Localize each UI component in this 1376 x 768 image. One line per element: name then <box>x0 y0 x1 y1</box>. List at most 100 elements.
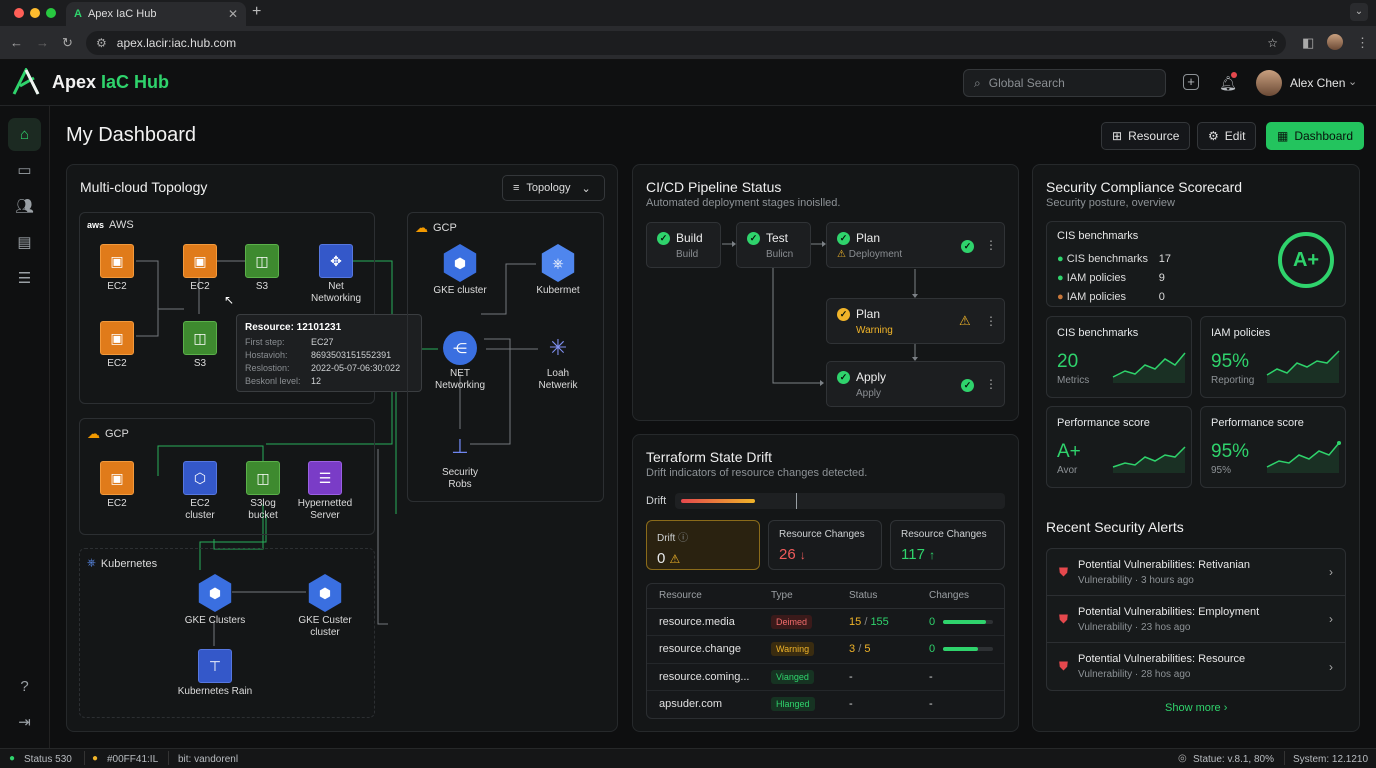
maximize-window-button[interactable] <box>46 8 56 18</box>
progress-bar <box>943 619 994 624</box>
user-name[interactable]: Alex Chen <box>1290 76 1346 90</box>
loah-netwerik-node[interactable]: ✳ Loah Netwerik <box>528 331 588 392</box>
folder-icon[interactable]: ▭ <box>17 162 32 179</box>
aws-ec2-node-1[interactable]: ▣ EC2 <box>97 244 137 293</box>
url-field[interactable]: ⚙ apex.lacir:iac.hub.com ☆ <box>86 31 1286 55</box>
brand-logo[interactable]: Apex IaC Hub <box>12 68 169 96</box>
stage-build[interactable]: ✓ Build Build <box>646 222 721 268</box>
node-label: Security Robs <box>441 467 479 490</box>
gcp-s3log-node[interactable]: ◫ S3log bucket <box>238 461 288 522</box>
notification-bell-icon[interactable]: 🔔︎ <box>1219 72 1237 92</box>
stage-plan-2[interactable]: ✓ Plan Warning ⚠ ⋮ <box>826 298 1005 344</box>
drift-bar <box>675 493 1005 509</box>
browser-tab[interactable]: A Apex IaC Hub ✕ <box>66 2 246 26</box>
cis-benchmarks-card[interactable]: CIS benchmarks ● CIS benchmarks 17 ● IAM … <box>1046 221 1346 307</box>
metric-card-4[interactable]: Performance score 95% 95% <box>1200 406 1346 488</box>
brand-product: IaC Hub <box>101 71 170 92</box>
back-icon[interactable]: ← <box>10 35 23 50</box>
gke-clusters-node[interactable]: ⬢ GKE Clusters <box>180 574 250 627</box>
minimize-window-button[interactable] <box>30 8 40 18</box>
column-header[interactable]: Changes <box>917 584 1004 609</box>
alert-item[interactable]: ⛊ Potential Vulnerabilities: Employment V… <box>1047 596 1345 643</box>
sidepanel-icon[interactable]: ◧ <box>1302 35 1315 50</box>
stage-test[interactable]: ✓ Test Bulicn <box>736 222 811 268</box>
aws-net-node[interactable]: ✥ Net Networking <box>305 244 367 305</box>
profile-avatar-icon[interactable] <box>1327 34 1343 50</box>
kubernetes-rain-node[interactable]: ⊤ Kubernetes Rain <box>170 649 260 698</box>
gcp-ec2-node[interactable]: ▣ EC2 <box>97 461 137 510</box>
gke-cluster-node[interactable]: ⬢ GKE cluster <box>425 244 495 297</box>
help-icon[interactable]: ? <box>20 678 29 695</box>
view-select-value: Topology <box>526 182 571 194</box>
document-icon[interactable]: ▤ <box>17 234 32 251</box>
stage-plan-1[interactable]: ✓ Plan ⚠ Deployment ✓ ⋮ <box>826 222 1005 268</box>
status-bar: ● Status 530 ● #00FF41:IL bit: vandorenl… <box>0 748 1376 768</box>
security-robs-node[interactable]: ⊥ Security Robs <box>430 430 490 491</box>
search-placeholder: Global Search <box>988 76 1065 90</box>
home-icon[interactable]: ⌂ <box>8 118 41 151</box>
security-title: Security Compliance Scorecard <box>1046 179 1243 195</box>
status-dot: ● <box>1057 253 1064 265</box>
drift-bar-marker[interactable] <box>796 493 797 509</box>
forward-icon[interactable]: → <box>36 35 49 50</box>
resource-changes-card-2[interactable]: Resource Changes 117 ↑ <box>890 520 1005 570</box>
sliders-icon[interactable]: ☰ <box>17 270 32 287</box>
table-row[interactable]: apsuder.com Hlanged - - <box>647 690 1004 718</box>
close-window-button[interactable] <box>14 8 24 18</box>
gcp-region-right: ☁ GCP <box>407 212 604 502</box>
more-icon[interactable]: ⋮ <box>985 377 997 391</box>
more-icon[interactable]: ⋮ <box>985 314 997 328</box>
column-header[interactable]: Type <box>759 584 837 609</box>
metric-card-2[interactable]: IAM policies 95% Reporting <box>1200 316 1346 398</box>
table-row[interactable]: resource.coming... Vianged - - <box>647 663 1004 691</box>
node-label: EC2 cluster <box>185 498 215 521</box>
drift-card[interactable]: Drift ⓘ 0 ⚠ <box>646 520 760 570</box>
node-label: Hypernetted Server <box>297 498 353 521</box>
status-badge: Hlanged <box>771 697 815 712</box>
kubernetes-region-label: ⎈ Kubernetes <box>87 557 157 570</box>
show-more-link[interactable]: Show more › <box>1165 702 1228 714</box>
alert-item[interactable]: ⛊ Potential Vulnerabilities: Resource Vul… <box>1059 653 1333 680</box>
resource-button[interactable]: ⊞ Resource <box>1101 122 1191 150</box>
aws-ec2-node-2[interactable]: ▣ EC2 <box>180 244 220 293</box>
browser-menu-icon[interactable]: ⋮ <box>1356 35 1369 50</box>
resource-changes-card-1[interactable]: Resource Changes 26 ↓ <box>768 520 882 570</box>
gcp-hypernetted-node[interactable]: ☰ Hypernetted Server <box>293 461 357 522</box>
reload-icon[interactable]: ↻ <box>62 35 73 50</box>
aws-ec2-node-3[interactable]: ▣ EC2 <box>97 321 137 370</box>
topology-view-select[interactable]: ≡ Topology ⌄ <box>502 175 605 201</box>
chevron-down-icon[interactable]: ⌄ <box>1348 76 1358 88</box>
more-icon[interactable]: ⋮ <box>985 238 997 252</box>
pipeline-title: CI/CD Pipeline Status <box>646 179 782 195</box>
gcp-ec2-cluster-node[interactable]: ⬡ EC2 cluster <box>175 461 225 522</box>
dashboard-button[interactable]: ▦ Dashboard <box>1266 122 1365 150</box>
edit-button[interactable]: ⚙ Edit <box>1197 122 1257 150</box>
add-icon[interactable]: + <box>1183 74 1199 90</box>
mouse-cursor-icon: ↖ <box>224 293 235 307</box>
metric-card-1[interactable]: CIS benchmarks 20 Metrics <box>1046 316 1192 398</box>
aws-s3-node-2[interactable]: ◫ S3 <box>180 321 220 370</box>
column-header[interactable]: Status <box>837 584 917 609</box>
kubermet-node[interactable]: ⎈ Kubermet <box>525 244 591 297</box>
column-header[interactable]: Resource <box>647 584 759 609</box>
tab-search-icon[interactable]: ⌄ <box>1350 3 1368 21</box>
alert-item[interactable]: ⛊ Potential Vulnerabilities: Retivanian V… <box>1047 549 1345 596</box>
user-avatar[interactable] <box>1256 70 1282 96</box>
stage-apply[interactable]: ✓ Apply Apply ✓ ⋮ <box>826 361 1005 407</box>
table-row[interactable]: resource.change Warning 3 / 5 0 <box>647 635 1004 664</box>
users-icon[interactable]: 👥︎ <box>14 198 35 215</box>
node-label: GKE Clusters <box>184 615 246 626</box>
close-tab-icon[interactable]: ✕ <box>227 7 238 21</box>
new-tab-icon[interactable]: + <box>252 3 262 20</box>
tab-favicon-icon: A <box>74 8 82 20</box>
table-row[interactable]: resource.media Deimed 15 / 155 0 <box>647 608 1004 636</box>
gke-custer-cluster-node[interactable]: ⬢ GKE Custer cluster <box>290 574 360 639</box>
branch-text: bit: vandorenl <box>178 754 239 765</box>
site-info-icon[interactable]: ⚙ <box>96 36 107 50</box>
bookmark-star-icon[interactable]: ☆ <box>1267 36 1278 50</box>
net-networking-node[interactable]: ⋲ NET Networking <box>425 331 495 392</box>
metric-card-3[interactable]: Performance score A+ Avor <box>1046 406 1192 488</box>
global-search-input[interactable]: ⌕ Global Search <box>963 69 1166 97</box>
logout-icon[interactable]: ⇥ <box>18 714 31 731</box>
aws-s3-node-1[interactable]: ◫ S3 <box>242 244 282 293</box>
